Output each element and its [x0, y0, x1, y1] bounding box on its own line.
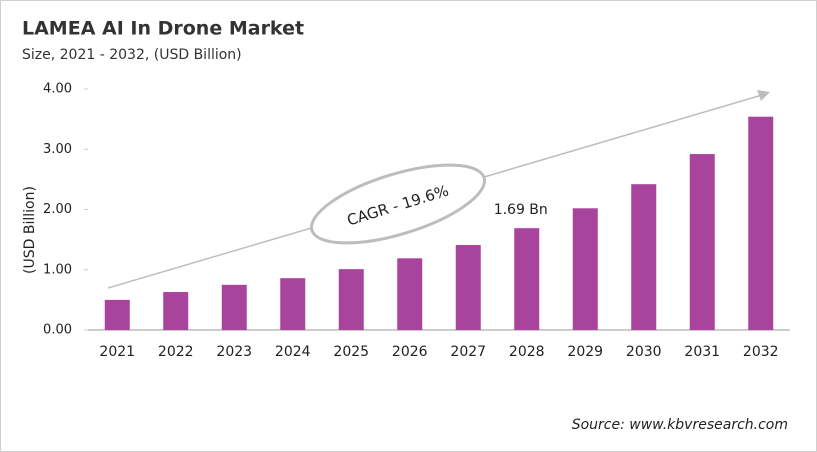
y-tick-label: 3.00: [43, 142, 72, 157]
y-tick-label: 2.00: [43, 202, 72, 217]
x-tick-label: 2027: [450, 344, 486, 360]
cagr-ellipse: [309, 163, 487, 245]
x-tick-label: 2023: [216, 344, 252, 360]
bar: [455, 245, 481, 330]
bar: [631, 184, 657, 330]
x-tick-label: 2025: [333, 344, 369, 360]
x-tick-label: 2029: [567, 344, 603, 360]
x-tick-label: 2021: [99, 344, 135, 360]
bar: [397, 258, 423, 330]
bar: [163, 292, 189, 330]
chart-title: LAMEA AI In Drone Market: [22, 18, 304, 40]
value-label: 1.69 Bn: [494, 202, 548, 218]
x-tick-label: 2031: [684, 344, 720, 360]
x-tick-label: 2032: [743, 344, 779, 360]
bar: [280, 278, 306, 330]
y-tick-label: 1.00: [43, 262, 72, 277]
x-tick-label: 2022: [158, 344, 194, 360]
x-tick-label: 2026: [392, 344, 428, 360]
y-tick-label: 0.00: [43, 323, 72, 338]
bar: [748, 116, 774, 330]
bar: [221, 284, 247, 330]
bar: [689, 154, 715, 330]
bar: [338, 269, 364, 330]
y-tick-label: 4.00: [43, 82, 72, 97]
chart-subtitle: Size, 2021 - 2032, (USD Billion): [22, 47, 242, 63]
y-axis-label: (USD Billion): [22, 186, 38, 274]
source: Source: www.kbvresearch.com: [572, 417, 788, 433]
x-tick-label: 2030: [626, 344, 662, 360]
bar: [104, 299, 130, 330]
x-tick-label: 2024: [275, 344, 311, 360]
x-tick-label: 2028: [509, 344, 545, 360]
bar: [514, 228, 540, 330]
bar: [572, 208, 598, 330]
arrow-head: [757, 90, 770, 101]
